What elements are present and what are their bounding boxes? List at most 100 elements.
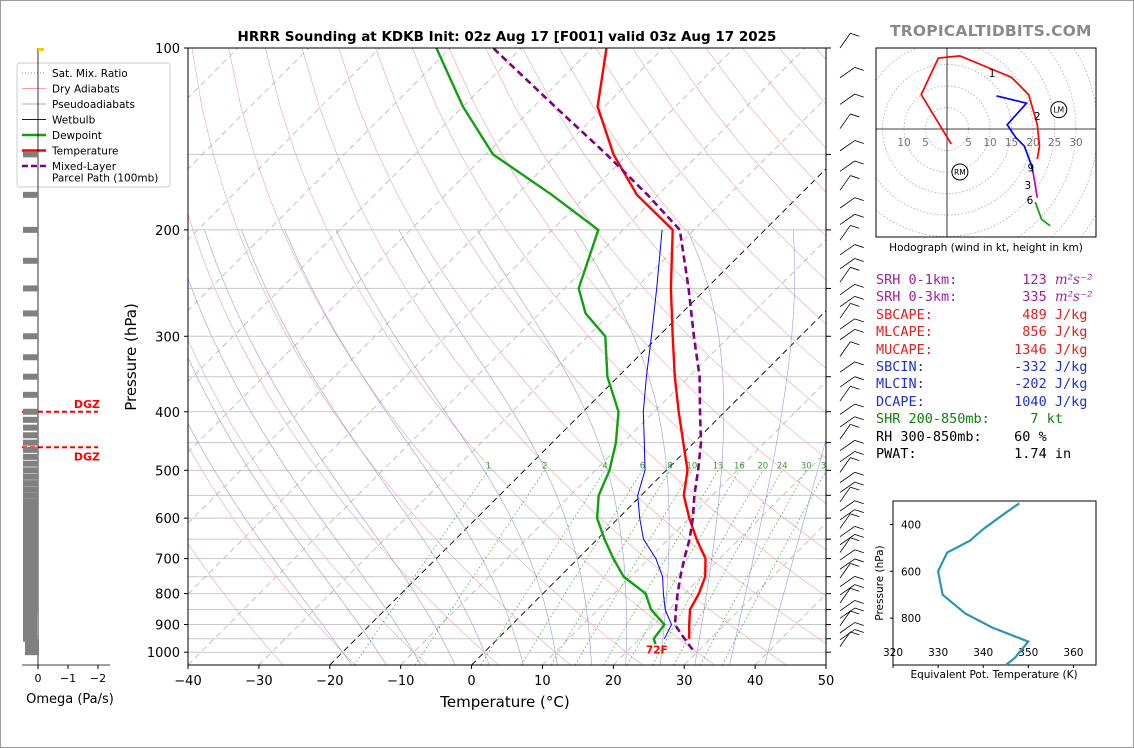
hodograph-height-label: 9 bbox=[1028, 163, 1035, 175]
hodograph-height-label: 6 bbox=[1027, 195, 1034, 207]
moist-adiabat bbox=[398, 229, 592, 665]
wind-barb bbox=[839, 113, 860, 129]
wind-barb bbox=[839, 629, 864, 641]
omega-bar bbox=[23, 460, 38, 467]
hodograph-ring-label: 25 bbox=[1048, 137, 1061, 149]
theta-e-xlabel: Equivalent Pot. Temperature (K) bbox=[910, 669, 1077, 681]
wind-barb bbox=[839, 509, 864, 521]
omega-bar bbox=[23, 617, 37, 624]
wind-barb bbox=[839, 318, 864, 330]
moist-adiabat bbox=[188, 423, 353, 665]
wind-barb bbox=[839, 385, 860, 402]
stat-row: DCAPE: 1040 J/kg bbox=[876, 394, 1093, 411]
isotherm bbox=[188, 48, 735, 595]
x-tick-label: 50 bbox=[818, 674, 835, 689]
skewt-background bbox=[188, 48, 826, 665]
dry-adiabat bbox=[188, 212, 499, 665]
stat-label: SHR 200-850mb: bbox=[876, 411, 990, 428]
isotherm bbox=[329, 168, 826, 665]
omega-bar bbox=[23, 473, 38, 480]
dry-adiabat bbox=[191, 48, 571, 665]
omega-bar bbox=[23, 310, 38, 317]
wind-barb bbox=[839, 244, 864, 256]
theta-e-xtick-label: 360 bbox=[1063, 647, 1083, 659]
moist-adiabat bbox=[335, 229, 558, 665]
hodograph-ring-label: 30 bbox=[1069, 137, 1082, 149]
dry-adiabat bbox=[522, 48, 826, 414]
stat-label: PWAT: bbox=[876, 445, 990, 462]
omega-bar bbox=[23, 610, 37, 617]
hodograph-trace bbox=[920, 55, 1041, 160]
x-tick-label: −20 bbox=[316, 674, 343, 689]
mixing-ratio-label: 6 bbox=[640, 461, 645, 471]
wind-barb bbox=[839, 341, 860, 357]
omega-bar bbox=[23, 191, 38, 198]
wind-barb bbox=[839, 537, 860, 553]
moist-adiabat bbox=[764, 438, 826, 665]
mixing-ratio-label: 36 bbox=[821, 461, 832, 471]
hodograph-rings: 10 5 5 10 15 20 25 30 1 2 9 3 6 LM RM bbox=[876, 48, 1096, 237]
omega-bar bbox=[25, 639, 39, 646]
omega-bar bbox=[23, 520, 38, 527]
y-tick-label: 300 bbox=[155, 330, 180, 345]
omega-bar bbox=[23, 498, 38, 505]
legend-label: Dry Adiabats bbox=[52, 84, 120, 96]
wind-barb bbox=[839, 562, 860, 579]
omega-bar bbox=[23, 408, 38, 415]
wind-barb bbox=[839, 575, 864, 587]
wind-barb bbox=[839, 457, 860, 473]
omega-bar bbox=[23, 536, 38, 543]
legend: Sat. Mix. Ratio Dry Adiabats Pseudoadiabat… bbox=[16, 62, 171, 188]
storm-motion-label: LM bbox=[1053, 106, 1064, 115]
stat-label: SRH 0-3km: bbox=[876, 289, 990, 306]
chart-title: HRRR Sounding at KDKB Init: 02z Aug 17 [… bbox=[238, 29, 777, 45]
y-tick-label: 1000 bbox=[147, 646, 180, 661]
isotherm bbox=[400, 239, 826, 665]
mixing-ratio-line bbox=[354, 470, 489, 665]
stat-value: 1.74 bbox=[989, 445, 1055, 462]
omega-bar bbox=[23, 424, 38, 431]
hodograph-frame bbox=[875, 47, 1097, 238]
wind-barb bbox=[839, 295, 864, 308]
y-tick-label: 900 bbox=[155, 619, 180, 634]
wind-barbs bbox=[839, 32, 864, 647]
legend-label: Pseudoadiabats bbox=[52, 99, 135, 111]
hodograph-panel: 10 5 5 10 15 20 25 30 1 2 9 3 6 LM RM bbox=[876, 48, 1096, 237]
stat-value: -202 bbox=[989, 376, 1055, 393]
stat-unit: m²s⁻² bbox=[1054, 272, 1093, 288]
omega-bar bbox=[23, 555, 38, 562]
moist-adiabat bbox=[188, 277, 422, 665]
parcel-path-line bbox=[492, 48, 703, 651]
stat-row: MLCIN: -202 J/kg bbox=[876, 376, 1093, 393]
mixing-ratio-label: 16 bbox=[734, 461, 745, 471]
x-tick-label: 30 bbox=[676, 674, 693, 689]
stat-label: SBCAPE: bbox=[876, 306, 990, 323]
moist-adiabat bbox=[188, 357, 387, 665]
wind-barb bbox=[839, 587, 860, 604]
isotherm bbox=[258, 97, 826, 665]
stat-unit: kt bbox=[1046, 411, 1063, 428]
wind-barb bbox=[839, 526, 864, 538]
wind-barb bbox=[839, 534, 864, 546]
wind-barb bbox=[839, 197, 864, 209]
mixing-ratio-line bbox=[550, 470, 671, 665]
y-tick-label: 600 bbox=[155, 512, 180, 527]
dry-adiabat bbox=[301, 48, 787, 665]
wind-barb bbox=[839, 424, 860, 440]
omega-bar bbox=[23, 598, 38, 605]
hodograph-trace bbox=[996, 95, 1034, 173]
storm-motion-label: RM bbox=[954, 168, 966, 177]
hodograph-ring-label: 5 bbox=[965, 137, 972, 149]
omega-bar bbox=[23, 439, 38, 446]
wind-barb bbox=[839, 283, 864, 295]
brand-watermark: TROPICALTIDBITS.COM bbox=[890, 22, 1092, 40]
omega-bar bbox=[23, 467, 38, 474]
hodograph-ring-label: 10 bbox=[983, 137, 996, 149]
wind-barb bbox=[839, 303, 860, 319]
theta-e-panel: 320 330 340 350 360 400 600 800 bbox=[883, 500, 1097, 668]
wind-barb bbox=[839, 258, 864, 270]
dgz-label: DGZ bbox=[74, 450, 100, 463]
dry-adiabat bbox=[265, 48, 715, 665]
